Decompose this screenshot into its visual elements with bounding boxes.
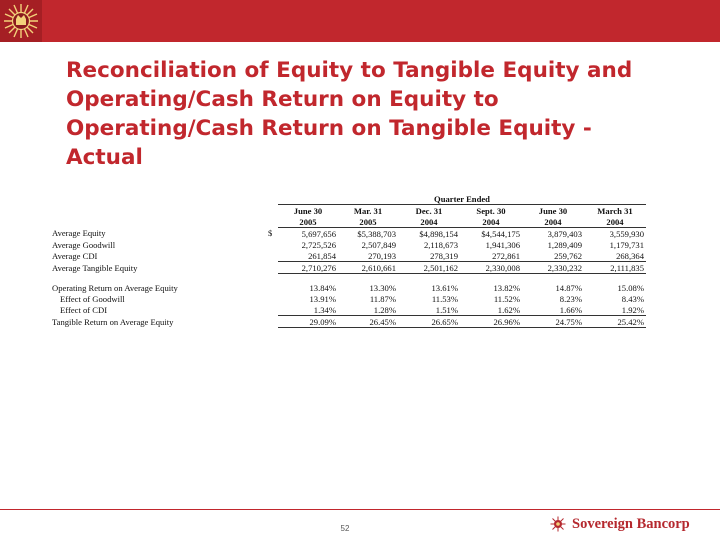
table-row: Effect of CDI 1.34% 1.28% 1.51% 1.62% 1.… (50, 304, 646, 316)
page-number: 52 (340, 524, 350, 533)
table-cell: 8.23% (559, 293, 582, 304)
table-cell: 2,725,526 (301, 239, 336, 250)
table-cell: $4,898,154 (419, 228, 458, 239)
table-row: Tangible Return on Average Equity 29.09%… (50, 315, 646, 328)
table-cell: 11.87% (369, 293, 396, 304)
footer-brand: Sovereign Bancorp (550, 514, 690, 534)
table-cell: 14.87% (555, 282, 583, 293)
column-year: 2004 (584, 216, 646, 228)
table-row: Average CDI 261,854 270,193 278,319 272,… (50, 250, 646, 262)
table-cell: 26.65% (398, 315, 460, 328)
table-cell: 272,861 (460, 250, 522, 262)
table-cell: 25.42% (584, 315, 646, 328)
table-cell: 2,501,162 (398, 261, 460, 274)
sovereign-logo-icon (0, 0, 42, 42)
table-cell: 2,507,849 (361, 239, 396, 250)
table-cell: $4,544,175 (481, 228, 520, 239)
table-cell: 1.92% (584, 304, 646, 316)
column-month: Mar. 31 (353, 205, 383, 216)
row-label: Average CDI (52, 250, 98, 261)
slide-title: Reconciliation of Equity to Tangible Equ… (66, 58, 633, 170)
table-cell: 26.45% (338, 315, 398, 328)
table-row: Average Equity $ 5,697,656 $5,388,703 $4… (50, 228, 646, 240)
table-cell: 1,289,409 (547, 239, 582, 250)
table-cell: 3,879,403 (547, 228, 582, 239)
row-label: Effect of Goodwill (60, 293, 125, 304)
table-cell: 2,330,232 (522, 261, 584, 274)
table-cell: 26.96% (460, 315, 522, 328)
table-cell: 270,193 (338, 250, 398, 262)
column-year: 2004 (398, 216, 460, 228)
table-cell: 13.91% (309, 293, 337, 304)
table-cell: 3,559,930 (609, 228, 644, 239)
table-cell: 1.28% (338, 304, 398, 316)
year-header-row: 2005 2005 2004 2004 2004 2004 (50, 216, 646, 228)
sovereign-crest-icon (550, 516, 566, 532)
row-label: Average Goodwill (52, 239, 116, 250)
column-year: 2005 (278, 216, 338, 228)
reconciliation-table-wrapper: Quarter Ended June 30 Mar. 31 Dec. 31 Se… (50, 193, 650, 353)
header-bar (0, 0, 720, 42)
table-cell: 5,697,656 (301, 228, 336, 239)
table-cell: 259,762 (522, 250, 584, 262)
table-cell: 2,111,835 (584, 261, 646, 274)
table-row: Effect of Goodwill 13.91% 11.87% 11.53% … (50, 293, 646, 304)
table-cell: 2,610,661 (338, 261, 398, 274)
table-cell: 1.66% (522, 304, 584, 316)
table-cell: 2,118,673 (423, 239, 458, 250)
row-label: Average Tangible Equity (52, 262, 138, 273)
column-year: 2004 (460, 216, 522, 228)
table-cell: 1.34% (278, 304, 338, 316)
table-cell: 11.52% (493, 293, 520, 304)
table-cell: 278,319 (398, 250, 460, 262)
quarter-ended-header: Quarter Ended (278, 193, 646, 205)
table-cell: 8.43% (621, 293, 644, 304)
month-header-row: June 30 Mar. 31 Dec. 31 Sept. 30 June 30… (50, 205, 646, 217)
footer-divider (0, 509, 720, 510)
spacer-row (50, 274, 646, 283)
group-header-row: Quarter Ended (50, 193, 646, 205)
table-cell: 261,854 (278, 250, 338, 262)
row-label: Average Equity (52, 228, 106, 239)
row-label: Effect of CDI (60, 304, 108, 315)
table-cell: 15.08% (617, 282, 645, 293)
row-label: Operating Return on Average Equity (52, 282, 178, 293)
column-year: 2005 (338, 216, 398, 228)
table-cell: 268,364 (584, 250, 646, 262)
column-month: June 30 (538, 205, 568, 216)
table-cell: 13.61% (431, 282, 459, 293)
reconciliation-table: Quarter Ended June 30 Mar. 31 Dec. 31 Se… (50, 193, 646, 328)
column-year: 2004 (522, 216, 584, 228)
table-row: Average Goodwill 2,725,526 2,507,849 2,1… (50, 239, 646, 250)
table-cell: $5,388,703 (357, 228, 396, 239)
table-cell: 29.09% (278, 315, 338, 328)
table-cell: 13.82% (493, 282, 521, 293)
table-row: Operating Return on Average Equity 13.84… (50, 282, 646, 293)
column-month: Dec. 31 (415, 205, 443, 216)
table-cell: 1.62% (460, 304, 522, 316)
table-cell: 13.84% (309, 282, 337, 293)
table-cell: 24.75% (522, 315, 584, 328)
column-month: March 31 (597, 205, 633, 216)
brand-name: Sovereign Bancorp (572, 515, 690, 532)
row-label: Tangible Return on Average Equity (52, 316, 174, 327)
column-month: June 30 (293, 205, 323, 216)
table-cell: 13.30% (369, 282, 397, 293)
column-month: Sept. 30 (476, 205, 506, 216)
currency-symbol: $ (268, 228, 273, 239)
table-cell: 2,710,276 (278, 261, 338, 274)
table-cell: 2,330,008 (460, 261, 522, 274)
table-cell: 11.53% (431, 293, 458, 304)
table-cell: 1,179,731 (609, 239, 644, 250)
table-cell: 1,941,306 (485, 239, 520, 250)
table-row: Average Tangible Equity 2,710,276 2,610,… (50, 261, 646, 274)
table-cell: 1.51% (398, 304, 460, 316)
